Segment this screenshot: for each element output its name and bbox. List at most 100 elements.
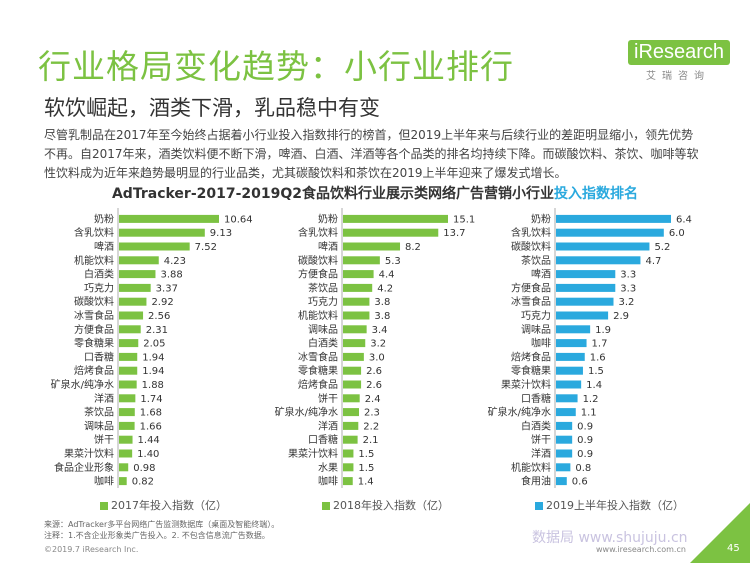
category-label: 茶饮品 [308, 281, 338, 294]
data-label: 3.4 [372, 325, 388, 336]
bar [556, 449, 573, 458]
data-label: 4.2 [377, 283, 393, 294]
legend-2019: 2019上半年投入指数（亿） [535, 497, 684, 513]
data-label: 0.9 [577, 435, 593, 446]
bar [119, 352, 138, 361]
iresearch-logo: iResearch 艾瑞咨询 [628, 40, 731, 82]
data-label: 8.2 [405, 242, 421, 253]
category-label: 奶粉 [94, 212, 114, 225]
data-label: 1.44 [138, 435, 160, 446]
category-label: 碳酸饮料 [74, 295, 114, 308]
category-label: 零食糖果 [74, 337, 114, 350]
legend-swatch [100, 502, 108, 510]
category-label: 焙烤食品 [74, 364, 114, 377]
category-label: 果菜汁饮料 [288, 447, 338, 460]
data-label: 13.7 [443, 228, 465, 239]
data-label: 5.2 [654, 242, 670, 253]
bar [343, 283, 373, 292]
data-label: 6.4 [676, 214, 692, 225]
category-label: 食用油 [521, 475, 551, 488]
category-label: 含乳饮料 [511, 226, 551, 239]
bar [343, 435, 358, 444]
data-label: 10.64 [224, 214, 253, 225]
data-label: 1.66 [140, 421, 162, 432]
bar [343, 449, 354, 458]
data-label: 3.2 [619, 297, 635, 308]
bar [556, 394, 578, 403]
category-label: 洋酒 [531, 447, 551, 460]
category-label: 洋酒 [318, 419, 338, 432]
data-label: 3.2 [370, 339, 386, 350]
data-label: 3.0 [369, 352, 385, 363]
logo-text: iResearch [628, 40, 731, 65]
category-label: 冰雪食品 [511, 295, 551, 308]
bar [556, 366, 583, 375]
data-label: 2.4 [365, 394, 381, 405]
bar [119, 394, 136, 403]
bar [556, 477, 567, 486]
category-label: 饼干 [531, 433, 551, 446]
bar [343, 463, 354, 472]
bar [343, 228, 439, 237]
bar [119, 463, 129, 472]
category-label: 啤酒 [318, 241, 338, 253]
category-label: 含乳饮料 [74, 226, 114, 239]
category-label: 机能饮料 [298, 309, 338, 322]
bar-charts: 奶粉 10.64 含乳饮料 9.13 啤酒 7.52 机能饮料 4.23 白酒类 3.88 巧克力 3… [51, 208, 692, 488]
source-note: 来源：AdTracker多平台网络广告监测数据库（桌面及智能终端）。 注释：1.… [44, 519, 279, 541]
bar [343, 297, 370, 306]
category-label: 方便食品 [511, 281, 551, 294]
bar [343, 256, 380, 265]
data-label: 1.94 [142, 352, 164, 363]
legend-2017: 2017年投入指数（亿） [100, 497, 227, 513]
data-label: 2.56 [148, 311, 170, 322]
data-label: 4.7 [645, 256, 661, 267]
bar [556, 435, 573, 444]
category-label: 方便食品 [298, 268, 338, 281]
data-label: 1.4 [586, 380, 602, 391]
data-label: 3.88 [160, 270, 182, 281]
data-label: 1.5 [358, 449, 374, 460]
data-label: 0.98 [133, 463, 155, 474]
chart-panel-2: 奶粉 15.1 含乳饮料 13.7 啤酒 8.2 碳酸饮料 5.3 方便食品 4.4 茶饮品 4.2 巧… [275, 208, 475, 488]
category-label: 食品企业形象 [54, 461, 114, 474]
category-label: 口香糖 [84, 350, 114, 363]
bar [119, 421, 135, 430]
bar [343, 339, 366, 348]
source-line: 来源：AdTracker多平台网络广告监测数据库（桌面及智能终端）。 [44, 520, 280, 529]
data-label: 1.6 [590, 352, 606, 363]
bar [119, 380, 137, 389]
data-label: 1.68 [140, 408, 162, 419]
bar [343, 311, 370, 320]
data-label: 2.6 [366, 380, 382, 391]
data-label: 0.9 [577, 421, 593, 432]
data-label: 5.3 [385, 256, 401, 267]
category-label: 啤酒 [94, 241, 114, 253]
bar [343, 352, 364, 361]
chart-title-highlight: 投入指数排名 [554, 186, 639, 202]
bar [556, 228, 664, 237]
category-label: 机能饮料 [511, 461, 551, 474]
bar [343, 270, 374, 279]
category-label: 咖啡 [318, 476, 338, 488]
category-label: 含乳饮料 [298, 226, 338, 239]
data-label: 2.2 [363, 421, 379, 432]
bar [556, 270, 616, 279]
bar [119, 435, 133, 444]
bar [343, 214, 448, 223]
category-label: 洋酒 [94, 392, 114, 405]
data-label: 1.5 [588, 366, 604, 377]
data-label: 15.1 [453, 214, 475, 225]
data-label: 6.0 [669, 228, 685, 239]
bar [343, 394, 360, 403]
chart-title-main: AdTracker-2017-2019Q2食品饮料行业展示类网络广告营销小行业 [111, 186, 555, 202]
category-label: 果菜汁饮料 [501, 378, 551, 391]
data-label: 0.9 [577, 449, 593, 460]
bar [119, 408, 135, 417]
page-number: 45 [727, 543, 740, 554]
bar [556, 214, 671, 223]
copyright: ©2019.7 iResearch Inc. [44, 545, 139, 554]
category-label: 碳酸饮料 [298, 254, 338, 267]
legend-2018: 2018年投入指数（亿） [322, 497, 449, 513]
data-label: 1.5 [358, 463, 374, 474]
